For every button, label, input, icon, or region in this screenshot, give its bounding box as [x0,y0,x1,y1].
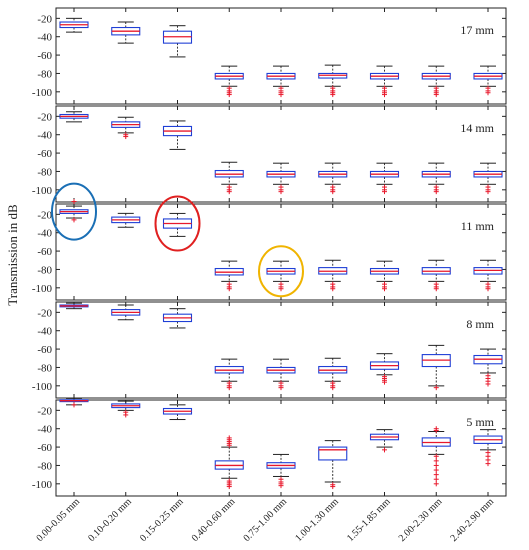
x-tick-label: 1.55-1.85 mm [345,496,393,544]
y-tick-label: -100 [32,381,53,393]
box-7 [421,344,451,391]
y-tick-label: -40 [37,424,52,436]
y-tick-label: -60 [37,50,52,62]
highlight-ellipse-0 [51,182,97,241]
y-tick-label: -40 [37,326,52,338]
box [318,446,348,461]
panel-label: 8 mm [466,317,494,331]
y-tick-label: -100 [32,87,53,99]
box-0 [59,302,89,310]
y-tick-label: -80 [37,68,52,80]
box-6 [369,429,400,453]
y-tick-label: -100 [32,479,53,491]
x-tick-label: 2.00-2.30 mm [397,496,445,544]
y-tick-label: -100 [32,283,53,295]
highlight-ellipse-2 [258,245,304,298]
box-0 [59,111,89,123]
box-0 [59,17,89,33]
box-7 [421,162,451,195]
box-1 [111,304,141,321]
box-3 [214,161,244,195]
box-0 [59,198,89,223]
box-2 [162,25,193,58]
box-2 [162,308,193,329]
box-4 [266,260,296,292]
box-7 [421,259,451,292]
y-tick-label: -80 [37,362,52,374]
box-5 [318,357,348,391]
x-tick-label: 0.15-0.25 mm [138,496,186,544]
box-7 [421,426,451,487]
box-6 [369,162,400,195]
y-tick-label: -60 [37,148,52,160]
y-tick-label: -60 [37,442,52,454]
box-6 [369,65,400,98]
x-tick-label: 0.10-0.20 mm [86,496,134,544]
box-4 [266,453,296,489]
panel-4: -20 -40 -60 -80 -100 5 mm [32,397,507,497]
box-5 [318,64,348,98]
y-tick-label: -20 [37,307,52,319]
panels: -20 -40 -60 -80 -100 17 mm -20 -40 -60 -80 -100 14 … [32,7,507,497]
y-tick-label: -40 [37,130,52,142]
box-6 [369,260,400,292]
box-8 [473,429,503,467]
y-tick-label: -20 [37,405,52,417]
box-3 [214,435,244,490]
box-7 [421,65,451,98]
y-tick-label: -60 [37,344,52,356]
y-tick-label: -20 [37,111,52,123]
panel-3: -20 -40 -60 -80 -100 8 mm [32,301,507,399]
y-tick-label: -40 [37,228,52,240]
box-6 [369,353,400,385]
box-3 [214,65,244,98]
y-tick-label: -20 [37,13,52,25]
y-tick-label: -80 [37,264,52,276]
panel-1: -20 -40 -60 -80 -100 14 mm [32,105,507,203]
y-tick-label: -80 [37,460,52,472]
box-1 [111,116,141,140]
y-tick-label: -80 [37,166,52,178]
x-tick-label: 0.40-0.60 mm [190,496,238,544]
box-4 [266,162,296,195]
box-2 [162,120,193,150]
box-5 [318,259,348,292]
panel-label: 11 mm [461,219,495,233]
box-5 [318,162,348,195]
panel-label: 14 mm [460,121,494,135]
x-tick-label: 0.75-1.00 mm [241,496,289,544]
box-8 [473,259,503,292]
x-tick-labels: 0.00-0.05 mm 0.10-0.20 mm 0.15-0.25 mm 0.40… [34,496,496,544]
box-3 [214,260,244,292]
x-tick-label: 0.00-0.05 mm [34,496,82,544]
x-tick-label: 2.40-2.90 mm [448,496,496,544]
y-tick-label: -20 [37,209,52,221]
box-4 [266,65,296,98]
box-1 [111,21,141,44]
highlight-ellipse-1 [154,195,201,252]
panel-label: 17 mm [460,23,494,37]
y-tick-label: -40 [37,32,52,44]
panel-0: -20 -40 -60 -80 -100 17 mm [32,7,507,105]
box-1 [111,212,141,228]
box-4 [266,358,296,391]
panel-2: -20 -40 -60 -80 -100 11 mm [32,198,507,301]
box-8 [473,348,503,387]
box-8 [473,162,503,195]
y-tick-label: -60 [37,246,52,258]
box-5 [318,440,348,490]
box-1 [111,400,141,418]
box-2 [162,404,193,421]
y-tick-label: -100 [32,185,53,197]
x-tick-label: 1.00-1.30 mm [293,496,341,544]
box-2 [162,212,193,237]
panel-label: 5 mm [466,415,494,429]
box-3 [214,358,244,391]
box-8 [473,65,503,96]
box-0 [59,397,89,408]
y-axis-label: Transmission in dB [5,204,20,306]
